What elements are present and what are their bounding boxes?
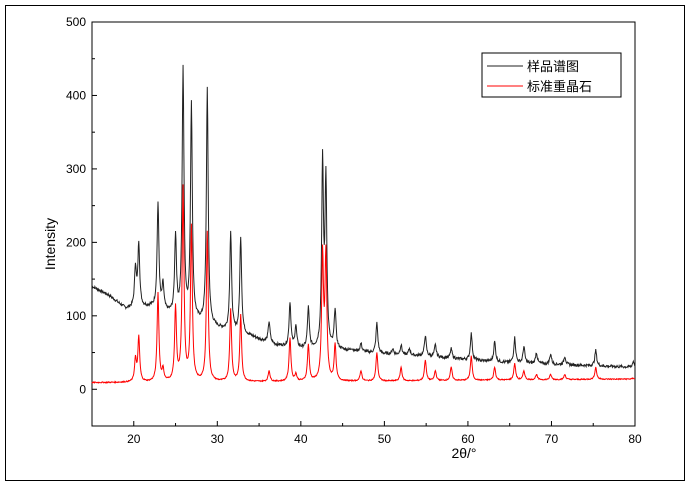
- series-group: [91, 64, 636, 384]
- y-tick-label: 0: [79, 382, 86, 396]
- x-tick-label: 60: [461, 432, 475, 446]
- plot-area: [91, 21, 636, 427]
- legend-label-standard: 标准重晶石: [527, 79, 592, 95]
- legend-box: [481, 52, 622, 98]
- plot-border: [91, 21, 636, 427]
- y-tick-label: 300: [66, 162, 86, 176]
- y-axis-title: Intensity: [42, 218, 58, 270]
- legend: 样品谱图 标准重晶石: [481, 52, 622, 98]
- x-tick-label: 80: [628, 432, 642, 446]
- x-tick-label: 70: [545, 432, 559, 446]
- y-tick-label: 100: [66, 309, 86, 323]
- x-tick-label: 30: [211, 432, 225, 446]
- x-tick-label: 20: [127, 432, 141, 446]
- x-tick-label: 40: [294, 432, 308, 446]
- y-tick-label: 200: [66, 235, 86, 249]
- x-axis: 20 30 40 50 60 70 80: [127, 421, 642, 446]
- y-tick-label: 400: [66, 88, 86, 102]
- chart-frame: 0 100 200 300 400 500 20 30 40 50 60 70 80 2θ/° Int…: [5, 5, 685, 481]
- y-tick-label: 500: [66, 15, 86, 29]
- x-axis-title: 2θ/°: [451, 445, 476, 461]
- legend-label-sample: 样品谱图: [527, 60, 579, 75]
- xrd-chart: 0 100 200 300 400 500 20 30 40 50 60 70 80 2θ/° Int…: [42, 15, 642, 461]
- x-tick-label: 50: [378, 432, 392, 446]
- y-axis: 0 100 200 300 400 500: [66, 15, 97, 396]
- series-line-0: [91, 64, 636, 370]
- series-line-1: [91, 184, 636, 384]
